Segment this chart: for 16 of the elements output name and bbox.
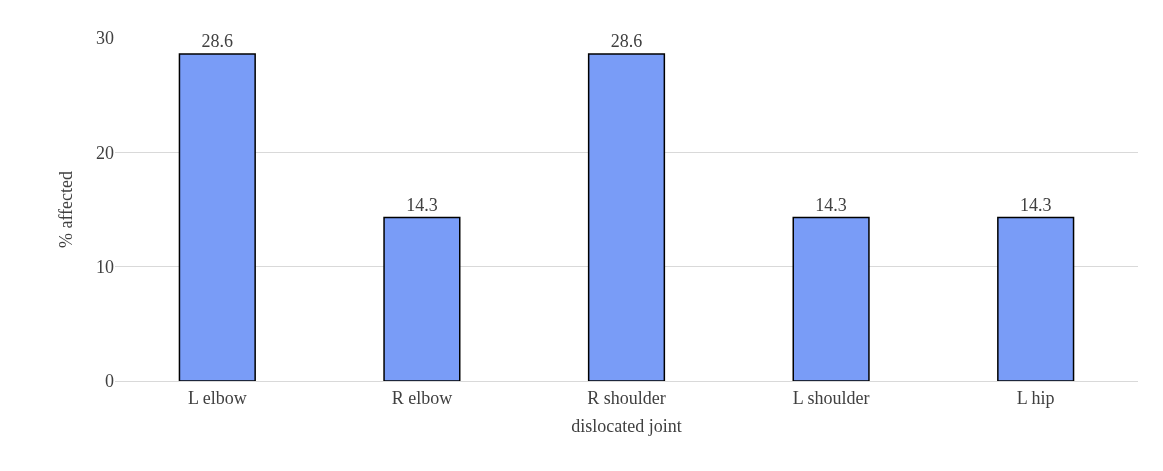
y-tick-label: 20: [96, 142, 114, 163]
data-label: 14.3: [815, 194, 847, 215]
x-axis-title: dislocated joint: [571, 415, 682, 436]
x-tick-label: R elbow: [391, 387, 453, 408]
data-label: 28.6: [610, 31, 643, 52]
data-label: 14.3: [1019, 194, 1052, 215]
data-label: 14.3: [406, 194, 438, 215]
x-tick-label: L shoulder: [792, 387, 870, 408]
x-tick-label: L hip: [1016, 387, 1055, 408]
data-label: 28.6: [201, 31, 234, 52]
x-tick-label: R shoulder: [587, 387, 666, 408]
y-tick-label: 10: [96, 256, 114, 277]
x-tick-label: L elbow: [187, 387, 247, 408]
y-tick-label: 30: [96, 28, 114, 49]
y-axis-title: % affected: [56, 170, 77, 249]
y-tick-label: 0: [105, 371, 114, 392]
